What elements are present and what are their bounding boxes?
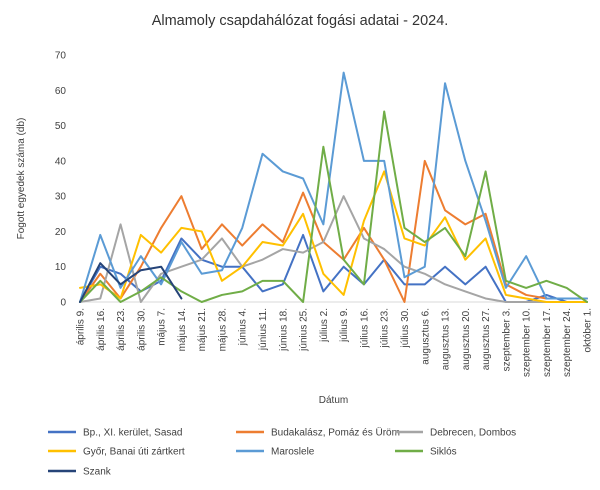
- series-line-3: [79, 170, 588, 303]
- x-tick-label: szeptember 17.: [542, 308, 553, 377]
- x-tick-label: május 14.: [177, 308, 188, 351]
- x-tick-label: április 30.: [136, 308, 147, 351]
- legend-entry: Bp., XI. kerület, Sasad: [83, 428, 183, 439]
- y-tick-label: 20: [55, 227, 67, 238]
- x-tick-label: június 4.: [238, 308, 249, 346]
- series-line-1: [79, 159, 588, 303]
- x-axis-ticks: április 9. április 16. április 23. április …: [76, 308, 594, 377]
- x-axis-title: Dátum: [319, 395, 348, 406]
- y-axis-ticks: 0 10 20 30 40 50 60 70: [55, 51, 67, 309]
- legend-entry: Szank: [83, 467, 112, 478]
- y-tick-label: 50: [55, 121, 67, 132]
- x-tick-label: június 11.: [258, 308, 269, 351]
- x-tick-label: augusztus 27.: [481, 308, 492, 370]
- legend-entry: Budakalász, Pomáz és Üröm: [271, 427, 400, 439]
- x-tick-label: július 2.: [319, 308, 330, 343]
- y-tick-label: 30: [55, 192, 67, 203]
- x-tick-label: augusztus 20.: [461, 308, 472, 370]
- y-tick-label: 0: [60, 298, 66, 309]
- x-tick-label: július 16.: [359, 308, 370, 348]
- series-line-6: [79, 262, 183, 303]
- series-lines: [79, 71, 588, 303]
- x-tick-label: július 23.: [380, 308, 391, 348]
- x-tick-label: július 30.: [400, 308, 411, 348]
- x-tick-label: június 18.: [278, 308, 289, 352]
- x-tick-label: szeptember 3.: [501, 308, 512, 371]
- series-line-4: [79, 71, 588, 303]
- x-tick-label: április 16.: [96, 308, 107, 351]
- x-tick-label: szeptember 10.: [522, 308, 533, 377]
- x-tick-label: április 23.: [116, 308, 127, 351]
- x-tick-label: augusztus 6.: [420, 308, 431, 365]
- y-tick-label: 10: [55, 262, 67, 273]
- x-tick-label: május 28.: [217, 308, 228, 351]
- chart-title: Almamoly csapdahálózat fogási adatai - 2…: [152, 13, 449, 29]
- legend: Bp., XI. kerület, Sasad Budakalász, Pomáz…: [48, 427, 516, 478]
- x-tick-label: május 7.: [157, 308, 168, 346]
- x-tick-label: június 25.: [299, 308, 310, 352]
- x-tick-label: április 9.: [76, 308, 87, 345]
- x-tick-label: szeptember 24.: [562, 308, 573, 377]
- series-line-5: [79, 110, 588, 303]
- x-tick-label: július 9.: [339, 308, 350, 343]
- y-tick-label: 60: [55, 86, 67, 97]
- y-tick-label: 70: [55, 51, 67, 62]
- x-tick-label: május 21.: [197, 308, 208, 351]
- legend-entry: Maroslele: [271, 447, 315, 458]
- y-tick-label: 40: [55, 156, 67, 167]
- legend-entry: Siklós: [430, 447, 457, 458]
- x-tick-label: augusztus 13.: [441, 308, 452, 370]
- legend-entry: Győr, Banai úti zártkert: [83, 447, 185, 458]
- x-tick-label: október 1.: [583, 308, 594, 352]
- legend-entry: Debrecen, Dombos: [430, 428, 516, 439]
- y-axis-title: Fogott egyedek száma (db): [16, 118, 27, 240]
